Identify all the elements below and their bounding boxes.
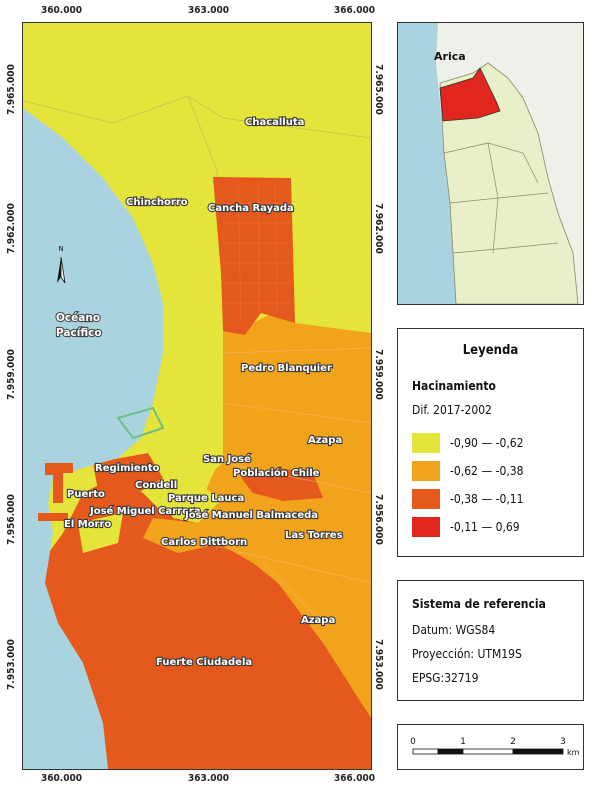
coord-left-7962000: 7.962.000 — [5, 203, 17, 254]
label-puerto: Puerto — [67, 489, 105, 500]
legend-swatch — [412, 433, 440, 453]
inset-ocean — [398, 23, 456, 304]
coord-right-7965000: 7.965.000 — [372, 64, 384, 115]
legend-item: -0,62 — -0,38 — [412, 461, 524, 481]
legend-swatch — [412, 517, 440, 537]
label-azapa-north: Azapa — [308, 435, 342, 446]
coord-bottom-360000: 360.000 — [41, 773, 82, 784]
inset-commune-lines — [443, 142, 559, 254]
zone-poblacion-chile — [241, 468, 323, 501]
reference-title: Sistema de referencia — [412, 597, 546, 611]
north-label: N — [58, 245, 63, 253]
coord-top-363000: 363.000 — [188, 5, 229, 16]
inset-label-arica: Arica — [434, 50, 466, 63]
zone-chinchorro-south — [143, 353, 223, 483]
coord-left-7953000: 7.953.000 — [5, 639, 17, 690]
legend-item: -0,90 — -0,62 — [412, 433, 524, 453]
coord-left-7965000: 7.965.000 — [5, 64, 17, 115]
label-el-morro: El Morro — [64, 519, 111, 530]
legend-item: -0,11 — 0,69 — [412, 517, 520, 537]
label-chacalluta: Chacalluta — [245, 117, 304, 128]
north-arrow-icon: N — [57, 245, 66, 284]
coord-right-7953000: 7.953.000 — [372, 639, 384, 690]
legend-panel: Leyenda Hacinamiento Dif. 2017-2002 -0,9… — [397, 328, 584, 557]
scalebar-segment — [512, 748, 564, 755]
scalebar-tick-label: 0 — [410, 737, 416, 747]
scalebar-tick-label: 1 — [460, 737, 466, 747]
label-las-torres: Las Torres — [285, 530, 343, 541]
park-outline — [116, 406, 165, 440]
coord-bottom-363000: 363.000 — [188, 773, 229, 784]
reference-epsg: EPSG:32719 — [412, 671, 479, 685]
label-san-jose: San José — [203, 453, 251, 465]
scalebar-segment — [462, 748, 514, 755]
inset-arica-area — [439, 67, 501, 122]
coord-right-7959000: 7.959.000 — [372, 349, 384, 400]
legend-item: -0,38 — -0,11 — [412, 489, 524, 509]
label-jose-miguel-carrera: José Miguel Carrera — [89, 505, 201, 517]
coord-right-7956000: 7.956.000 — [372, 494, 384, 545]
scalebar-svg: 0 1 2 3 km — [410, 737, 580, 757]
reference-projection: Proyección: UTM19S — [412, 647, 522, 661]
harbor-pier — [45, 463, 73, 503]
label-jose-manuel-balmaceda: José Manuel Balmaceda — [184, 509, 318, 521]
label-parque-lauca: Parque Lauca — [168, 493, 244, 504]
main-map[interactable]: N Chacalluta Chinchorro Cancha Rayada Oc… — [22, 22, 372, 770]
reference-datum: Datum: WGS84 — [412, 623, 496, 637]
label-poblacion-chile: Población Chile — [233, 467, 320, 479]
legend-subtitle: Dif. 2017-2002 — [412, 403, 492, 417]
harbor-pier — [38, 513, 68, 521]
coord-top-366000: 366.000 — [334, 5, 375, 16]
label-azapa-south: Azapa — [301, 615, 335, 626]
legend-item-label: -0,62 — -0,38 — [450, 464, 524, 478]
label-chinchorro: Chinchorro — [126, 197, 188, 208]
coord-left-7956000: 7.956.000 — [5, 494, 17, 545]
legend-item-label: -0,90 — -0,62 — [450, 436, 524, 450]
label-fuerte-ciudadela: Fuerte Ciudadela — [156, 657, 252, 668]
scalebar-unit: km — [567, 748, 580, 757]
zone-cancha-rayada — [213, 177, 295, 335]
street-grid — [223, 180, 293, 324]
coord-top-360000: 360.000 — [41, 5, 82, 16]
map-svg: N Chacalluta Chinchorro Cancha Rayada Oc… — [23, 23, 371, 769]
scalebar-segment — [412, 748, 439, 755]
coord-right-7962000: 7.962.000 — [372, 203, 384, 254]
legend-item-label: -0,11 — 0,69 — [450, 520, 520, 534]
legend-variable: Hacinamiento — [412, 379, 496, 393]
zone-regimiento — [93, 453, 163, 493]
coord-bottom-366000: 366.000 — [334, 773, 375, 784]
zone-el-morro — [78, 513, 123, 553]
legend-swatch — [412, 489, 440, 509]
legend-swatch — [412, 461, 440, 481]
inset-region — [439, 62, 579, 304]
coord-left-7959000: 7.959.000 — [5, 349, 17, 400]
label-cancha-rayada: Cancha Rayada — [208, 203, 294, 214]
zone-parque-lauca — [163, 483, 223, 523]
reference-panel: Sistema de referencia Datum: WGS84 Proye… — [397, 580, 584, 701]
legend-title: Leyenda — [462, 343, 519, 358]
label-oceano: Océano — [56, 312, 100, 324]
scalebar-segment — [437, 748, 464, 755]
label-carlos-dittborn: Carlos Dittborn — [161, 537, 247, 548]
zone-fuerte-ciudadela — [23, 478, 371, 769]
label-pedro-blanquier: Pedro Blanquier — [241, 363, 332, 374]
label-pacifico: Pacífico — [56, 327, 102, 339]
scalebar-tick-label: 2 — [510, 737, 516, 747]
street-lines — [202, 347, 371, 624]
inset-svg: Arica — [398, 23, 583, 304]
inset-map[interactable]: Arica — [397, 22, 584, 305]
label-regimiento: Regimiento — [95, 463, 160, 474]
label-condell: Condell — [135, 480, 177, 491]
scalebar-panel: 0 1 2 3 km — [397, 724, 584, 770]
zone-balmaceda — [143, 518, 223, 553]
ocean — [23, 108, 163, 769]
scalebar-tick-label: 3 — [560, 737, 566, 747]
legend-item-label: -0,38 — -0,11 — [450, 492, 524, 506]
